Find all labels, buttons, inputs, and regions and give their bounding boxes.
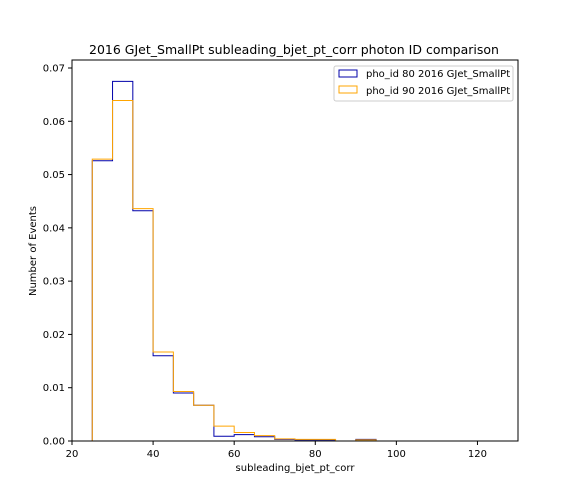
x-tick-label: 120 [468, 449, 487, 460]
x-axis: 20 40 60 80 100 120 [66, 441, 487, 460]
y-tick-label: 0.02 [43, 330, 65, 341]
legend-swatch-pho-id-80 [338, 69, 358, 78]
y-axis-label: Number of Events [28, 206, 39, 296]
x-tick-label: 60 [228, 449, 241, 460]
histogram-series-1 [91, 99, 377, 442]
y-tick-label: 0.06 [43, 117, 65, 128]
y-tick-label: 0.01 [43, 383, 65, 394]
plot-area [91, 80, 377, 442]
chart-title: 2016 GJet_SmallPt subleading_bjet_pt_cor… [89, 42, 499, 57]
x-tick-label: 20 [66, 449, 79, 460]
legend-label-pho-id-80: pho_id 80 2016 GJet_SmallPt [366, 69, 510, 80]
x-tick-label: 40 [147, 449, 160, 460]
legend: pho_id 80 2016 GJet_SmallPt pho_id 90 20… [333, 65, 514, 102]
y-tick-label: 0.03 [43, 277, 65, 288]
x-axis-label: subleading_bjet_pt_corr [236, 463, 356, 474]
legend-swatch-pho-id-90 [338, 85, 358, 94]
legend-box [333, 65, 514, 102]
x-tick-label: 100 [387, 449, 406, 460]
legend-label-pho-id-90: pho_id 90 2016 GJet_SmallPt [366, 86, 510, 97]
plot-frame [71, 59, 519, 442]
histogram-series-0 [91, 80, 377, 442]
y-tick-label: 0.05 [43, 170, 65, 181]
x-tick-label: 80 [309, 449, 322, 460]
y-tick-label: 0.04 [43, 223, 65, 234]
y-tick-label: 0.07 [43, 63, 65, 74]
y-tick-label: 0.00 [43, 437, 65, 448]
y-axis: 0.00 0.01 0.02 0.03 0.04 0.05 0.06 0.07 [43, 63, 72, 448]
